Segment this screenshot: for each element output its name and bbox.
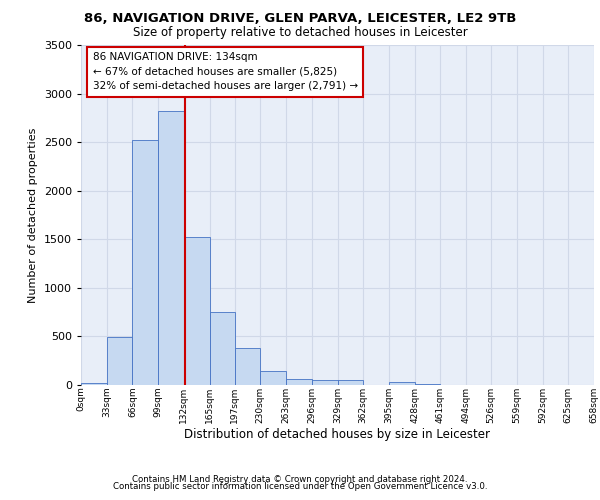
X-axis label: Distribution of detached houses by size in Leicester: Distribution of detached houses by size …	[185, 428, 491, 442]
Text: Size of property relative to detached houses in Leicester: Size of property relative to detached ho…	[133, 26, 467, 39]
Y-axis label: Number of detached properties: Number of detached properties	[28, 128, 38, 302]
Bar	[389, 382, 415, 385]
Bar	[209, 312, 235, 385]
Bar	[81, 383, 107, 385]
Bar	[133, 140, 158, 385]
Bar	[260, 372, 286, 385]
Text: 86 NAVIGATION DRIVE: 134sqm
← 67% of detached houses are smaller (5,825)
32% of : 86 NAVIGATION DRIVE: 134sqm ← 67% of det…	[92, 52, 358, 92]
Bar	[286, 378, 312, 385]
Text: Contains HM Land Registry data © Crown copyright and database right 2024.: Contains HM Land Registry data © Crown c…	[132, 474, 468, 484]
Text: Contains public sector information licensed under the Open Government Licence v3: Contains public sector information licen…	[113, 482, 487, 491]
Bar	[415, 384, 440, 385]
Bar	[235, 348, 260, 385]
Bar	[107, 338, 133, 385]
Text: 86, NAVIGATION DRIVE, GLEN PARVA, LEICESTER, LE2 9TB: 86, NAVIGATION DRIVE, GLEN PARVA, LEICES…	[84, 12, 516, 26]
Bar	[158, 111, 184, 385]
Bar	[337, 380, 363, 385]
Bar	[184, 238, 209, 385]
Bar	[312, 380, 337, 385]
